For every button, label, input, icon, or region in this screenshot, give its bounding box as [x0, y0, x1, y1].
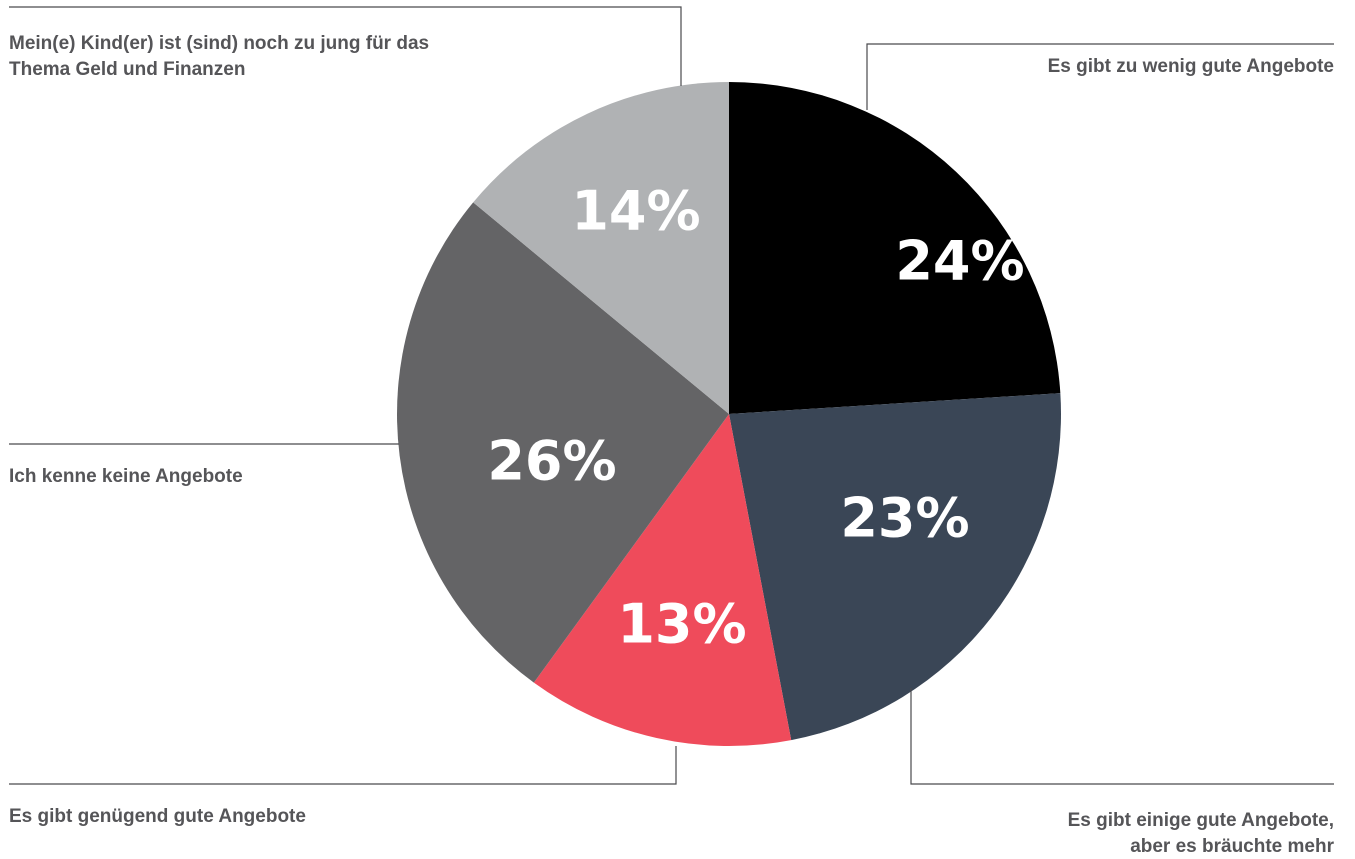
slice-value-label: 14%: [571, 180, 700, 243]
category-label-line: aber es bräuchte mehr: [1130, 836, 1334, 857]
pie-slice: [729, 82, 1061, 414]
pie-slice: [397, 202, 729, 683]
category-label: Es gibt einige gute Angebote, aber es brä…: [1068, 810, 1335, 857]
category-label: Mein(e) Kind(er) ist (sind) noch zu jung…: [9, 33, 429, 80]
category-label: Es gibt genügend gute Angebote: [9, 806, 306, 827]
category-label-line: Thema Geld und Finanzen: [9, 59, 245, 80]
pie-slice: [473, 82, 729, 414]
category-label-line: Es gibt genügend gute Angebote: [9, 806, 306, 827]
leader-line: [9, 6, 682, 86]
slice-value-labels: 24% 23% 13% 26% 14%: [487, 180, 1024, 656]
pie-slice: [533, 414, 792, 746]
pie-slice: [729, 393, 1061, 741]
leader-line: [866, 43, 1334, 110]
category-labels: Es gibt zu wenig gute Angebote Es gibt ei…: [9, 33, 1335, 857]
slice-value-label: 26%: [487, 430, 616, 493]
category-label: Ich kenne keine Angebote: [9, 466, 243, 487]
category-label-line: Es gibt zu wenig gute Angebote: [1048, 56, 1334, 77]
leader-line: [9, 746, 677, 785]
category-label-line: Ich kenne keine Angebote: [9, 466, 243, 487]
leader-line: [910, 688, 1334, 785]
pie-slices: [397, 82, 1061, 746]
leader-lines: [9, 6, 1334, 785]
category-label: Es gibt zu wenig gute Angebote: [1048, 56, 1334, 77]
category-label-line: Mein(e) Kind(er) ist (sind) noch zu jung…: [9, 33, 429, 54]
slice-value-label: 13%: [617, 593, 746, 656]
slice-value-label: 23%: [840, 487, 969, 550]
category-label-line: Es gibt einige gute Angebote,: [1068, 810, 1334, 831]
slice-value-label: 24%: [895, 230, 1024, 293]
